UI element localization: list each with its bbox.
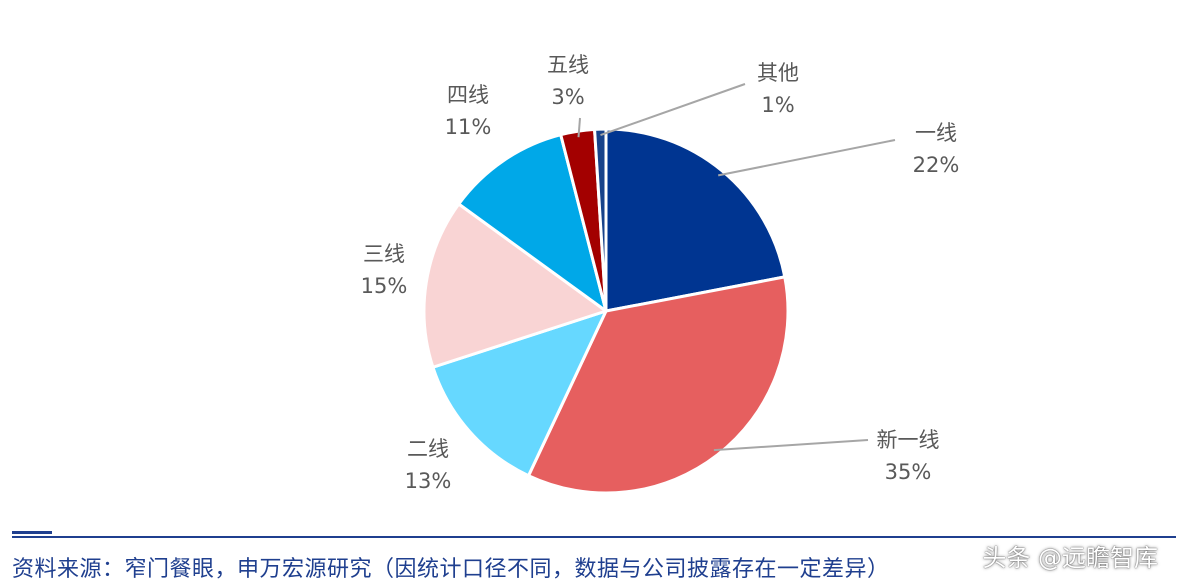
slice-value-label: 35% xyxy=(885,460,932,484)
source-note: 资料来源：窄门餐眼，申万宏源研究（因统计口径不同，数据与公司披露存在一定差异） xyxy=(12,557,890,582)
pie-slice xyxy=(431,309,608,478)
leader-line xyxy=(600,83,746,137)
pie-slice xyxy=(527,275,790,495)
pie-slice xyxy=(593,127,608,313)
slice-value-label: 15% xyxy=(361,274,408,298)
slice-name-label: 四线 xyxy=(447,83,489,107)
leader-line xyxy=(718,139,896,177)
pie-slice xyxy=(422,202,608,369)
slice-name-label: 其他 xyxy=(757,61,799,85)
slice-name-label: 五线 xyxy=(547,53,589,77)
slice-value-label: 3% xyxy=(551,85,584,109)
pie-slice xyxy=(457,133,608,313)
slice-value-label: 11% xyxy=(445,115,492,139)
slice-value-label: 1% xyxy=(761,93,794,117)
leader-line xyxy=(577,117,581,138)
watermark: 头条 @远瞻智库 xyxy=(982,544,1158,572)
footer-divider xyxy=(12,536,1176,538)
footer-accent-line xyxy=(12,531,52,534)
pie-slice xyxy=(604,127,787,313)
slice-name-label: 一线 xyxy=(915,121,957,145)
slice-value-label: 22% xyxy=(913,153,960,177)
slice-name-label: 二线 xyxy=(407,437,449,461)
slice-name-label: 三线 xyxy=(363,242,405,266)
slice-value-label: 13% xyxy=(405,469,452,493)
leader-line xyxy=(713,439,869,452)
slice-name-label: 新一线 xyxy=(877,428,940,452)
pie-chart: 一线 22% 新一线 35% 二线 13% 三线 15% 四线 11% 五线 3% 其他 1% xyxy=(361,53,960,495)
